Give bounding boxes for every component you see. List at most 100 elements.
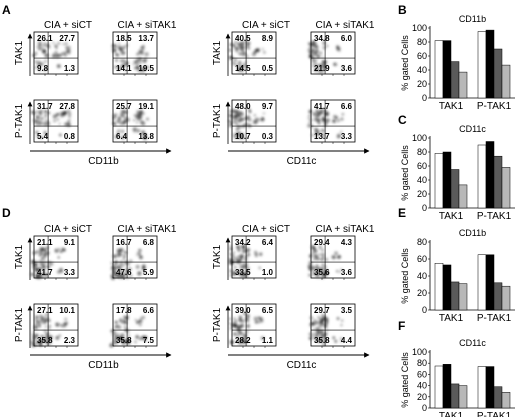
quadrant-upper-right-value: 3.5 [341,306,353,315]
quadrant-upper-left-value: 31.7 [37,102,53,111]
quadrant-lower-left-value: 47.6 [116,268,132,277]
quadrant-upper-right-value: 27.8 [59,102,75,111]
bar [485,29,495,99]
quadrant-lower-left-value: 14.5 [235,64,251,73]
y-tick-label: 60 [417,161,427,171]
quadrant-lower-right-value: 1.3 [64,64,76,73]
dot-plot: 48.0 9.7 10.7 0.3 [228,99,277,143]
quadrant-upper-left-value: 48.0 [235,102,251,111]
y-tick-label: 20 [417,79,427,89]
bar [485,141,495,209]
cell-density [112,109,150,141]
cell-density [228,40,266,73]
quadrant-lower-left-value: 35.8 [116,336,132,345]
bar [450,61,460,99]
quadrant-lower-right-value: 1.0 [262,268,274,277]
quadrant-lower-left-value: 6.4 [116,132,128,141]
quadrant-lower-left-value: 35.8 [314,336,330,345]
cell-density [228,108,265,140]
quadrant-lower-right-value: 0.8 [64,132,76,141]
dot-plot: 17.8 6.6 35.8 7.5 [109,303,158,348]
quadrant-upper-left-value: 18.5 [116,34,132,43]
quadrant-lower-left-value: 33.5 [235,268,251,277]
cell-density [110,247,146,280]
quadrant-lower-left-value: 28.2 [235,336,251,345]
dot-plot: 21.1 9.1 41.7 3.3 [30,235,79,280]
dot-plot: 31.7 27.8 5.4 0.8 [31,99,79,143]
flow-panel-a: TAK1 CIA + siCT 26.1 27.7 9.8 1.3 CIA + siTAK1… [14,20,375,167]
x-axis-label: CD11b [88,156,119,167]
x-axis-label: CD11c [287,156,317,167]
bar [450,281,460,311]
quadrant-lower-left-value: 41.7 [37,268,53,277]
x-tick-label: P-TAK1 [477,411,512,417]
quadrant-upper-right-value: 8.9 [262,34,274,43]
quadrant-lower-right-value: 3.3 [64,268,76,277]
panel-letter-e: E [398,206,406,220]
y-tick-label: 0 [422,203,427,213]
bar [458,283,468,311]
chart-title: CD11b [459,228,486,238]
condition-label: CIA + siTAK1 [315,20,374,31]
flow-group-cd11c: TAK1 CIA + siCT 40.5 8.9 14.5 0.5 CIA + siTAK1… [212,20,375,167]
flow-group-cd11c: TAK1 CIA + siCT 34.2 6.4 33.5 1.0 CIA + siTAK1… [212,224,375,371]
y-axis-label: % gated Cells [400,35,410,91]
x-tick-label: P-TAK1 [477,211,512,222]
quadrant-upper-left-value: 16.7 [116,238,132,247]
bar [477,254,487,311]
y-axis-label: % gated Cells [400,352,410,408]
quadrant-upper-right-value: 27.7 [59,34,75,43]
y-tick-label: 0 [422,403,427,413]
y-tick-label: 20 [417,189,427,199]
dot-plot: 18.5 13.7 14.1 19.5 [111,31,158,75]
x-tick-label: TAK1 [439,313,464,324]
x-tick-label: TAK1 [439,411,464,417]
y-axis-label: % gated Cells [400,145,410,201]
cell-density [30,246,66,280]
chart-title: CD11b [459,14,486,24]
quadrant-lower-right-value: 0.5 [262,64,274,73]
quadrant-lower-left-value: 9.8 [37,64,49,73]
quadrant-lower-left-value: 5.4 [37,132,49,141]
quadrant-lower-right-value: 4.4 [341,336,353,345]
quadrant-upper-left-value: 21.1 [37,238,53,247]
flow-group-cd11b: TAK1 CIA + siCT 21.1 9.1 41.7 3.3 CIA + siTAK1… [14,224,177,371]
cell-density [228,244,263,278]
bar [485,366,495,409]
quadrant-upper-right-value: 6.4 [262,238,274,247]
bar [501,392,511,409]
panel-letter-b: B [398,3,407,17]
bar [477,366,487,409]
y-tick-label: 20 [417,392,427,402]
y-axis-label: TAK1 [14,244,25,269]
dot-plot: 25.7 19.1 6.4 13.8 [112,99,158,143]
y-axis-label: P-TAK1 [14,307,25,342]
y-tick-label: 60 [417,51,427,61]
quadrant-lower-left-value: 10.7 [235,132,251,141]
bar [450,383,460,409]
quadrant-upper-right-value: 19.1 [138,102,154,111]
y-tick-label: 80 [417,37,427,47]
bar [458,184,468,209]
bar [442,364,452,409]
y-tick-label: 100 [412,23,427,33]
bar [442,151,452,209]
quadrant-lower-right-value: 5.9 [143,268,155,277]
bar [442,40,452,99]
quadrant-upper-left-value: 27.1 [37,306,53,315]
bar [493,282,503,311]
quadrant-upper-right-value: 4.3 [341,238,353,247]
quadrant-lower-left-value: 14.1 [116,64,132,73]
x-axis-label: CD11c [287,360,317,371]
cell-density [308,313,344,346]
quadrant-lower-right-value: 1.1 [262,336,274,345]
y-tick-label: 60 [417,254,427,264]
y-tick-label: 20 [417,288,427,298]
condition-label: CIA + siCT [44,224,92,235]
bar [493,155,503,209]
dot-plot: 40.5 8.9 14.5 0.5 [228,31,277,75]
quadrant-upper-left-value: 25.7 [116,102,132,111]
y-tick-label: 40 [417,271,427,281]
